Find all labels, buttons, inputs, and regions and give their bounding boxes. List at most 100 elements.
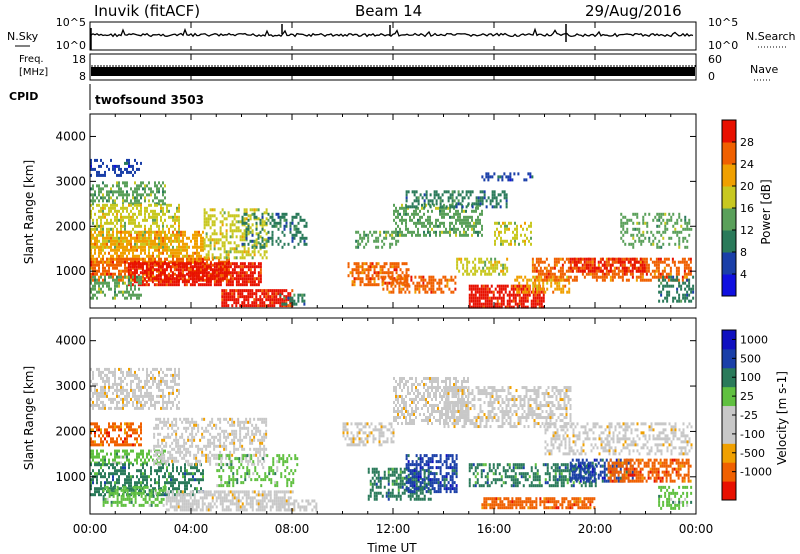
heatmap-cell — [140, 206, 142, 210]
heatmap-cell — [166, 248, 168, 252]
heatmap-cell — [597, 266, 600, 270]
heatmap-cell — [145, 280, 148, 284]
heatmap-cell — [138, 224, 140, 228]
heatmap-cell — [142, 248, 144, 252]
heatmap-cell — [168, 248, 170, 252]
heatmap-cell — [676, 275, 679, 279]
heatmap-cell — [120, 215, 122, 219]
heatmap-cell — [468, 302, 471, 306]
heatmap-cell — [112, 206, 114, 210]
heatmap-cell — [486, 302, 489, 306]
heatmap-cell — [491, 193, 494, 197]
heatmap-cell — [682, 296, 685, 300]
heatmap-cell — [90, 239, 92, 243]
heatmap-cell — [201, 271, 204, 275]
heatmap-cell — [391, 262, 394, 266]
heatmap-cell — [401, 218, 403, 222]
heatmap-cell — [410, 275, 413, 279]
heatmap-cell — [255, 223, 258, 227]
heatmap-cell — [92, 233, 94, 237]
heatmap-cell — [229, 241, 232, 245]
heatmap-cell — [245, 212, 248, 216]
heatmap-cell — [142, 181, 144, 185]
heatmap-cell — [408, 290, 411, 294]
heatmap-cell — [444, 275, 447, 279]
heatmap-cell — [504, 227, 506, 231]
heatmap-cell — [497, 202, 500, 206]
heatmap-cell — [285, 212, 288, 216]
heatmap-cell — [401, 283, 404, 287]
heatmap-cell — [500, 224, 502, 228]
heatmap-cell — [633, 263, 636, 267]
heatmap-cell — [159, 277, 162, 281]
heatmap-cell — [486, 284, 489, 288]
heatmap-cell — [559, 275, 562, 279]
heatmap-cell — [120, 391, 122, 395]
heatmap-cell — [265, 239, 268, 243]
heatmap-cell — [118, 376, 120, 380]
heatmap-cell — [495, 202, 498, 206]
heatmap-cell — [504, 230, 506, 234]
heatmap-cell — [504, 287, 507, 291]
heatmap-cell — [431, 221, 433, 225]
heatmap-cell — [459, 233, 461, 237]
heatmap-cell — [160, 206, 162, 210]
heatmap-cell — [424, 278, 427, 282]
heatmap-cell — [136, 161, 138, 165]
heatmap-cell — [249, 214, 252, 218]
heatmap-cell — [559, 278, 562, 282]
heatmap-cell — [110, 206, 112, 210]
heatmap-cell — [688, 218, 691, 222]
heatmap-cell — [130, 287, 132, 291]
heatmap-cell — [489, 199, 492, 203]
nave-tick-top: 60 — [708, 53, 722, 66]
heatmap-cell — [522, 227, 524, 231]
heatmap-cell — [235, 265, 238, 269]
heatmap-cell — [172, 373, 174, 377]
heatmap-cell — [104, 206, 106, 210]
heatmap-cell — [660, 221, 663, 225]
heatmap-cell — [231, 268, 234, 272]
heatmap-cell — [253, 277, 256, 281]
heatmap-cell — [253, 217, 256, 221]
heatmap-cell — [508, 221, 510, 225]
heatmap-cell — [403, 212, 405, 216]
heatmap-cell — [124, 224, 126, 228]
heatmap-cell — [435, 224, 437, 228]
heatmap-cell — [110, 242, 112, 246]
heatmap-cell — [637, 260, 640, 264]
heatmap-cell — [98, 239, 100, 243]
heatmap-cell — [140, 239, 142, 243]
heatmap-cell — [553, 260, 556, 264]
heatmap-cell — [498, 290, 501, 294]
heatmap-cell — [449, 227, 451, 231]
heatmap-cell — [476, 284, 479, 288]
heatmap-cell — [534, 299, 537, 303]
heatmap-cell — [98, 248, 100, 252]
y-tick-label: 2000 — [55, 219, 86, 233]
heatmap-cell — [152, 221, 154, 225]
heatmap-cell — [460, 260, 463, 264]
heatmap-cell — [219, 265, 222, 269]
heatmap-cell — [460, 257, 463, 261]
heatmap-cell — [92, 296, 94, 300]
heatmap-cell — [569, 257, 572, 261]
heatmap-cell — [689, 272, 692, 276]
heatmap-cell — [183, 283, 186, 287]
heatmap-cell — [146, 370, 148, 374]
heatmap-cell — [213, 262, 216, 266]
heatmap-cell — [251, 280, 254, 284]
heatmap-cell — [413, 199, 416, 203]
heatmap-cell — [225, 271, 228, 275]
heatmap-cell — [164, 202, 166, 206]
heatmap-cell — [211, 268, 214, 272]
heatmap-cell — [658, 245, 661, 249]
heatmap-cell — [457, 215, 459, 219]
heatmap-cell — [416, 284, 419, 288]
heatmap-cell — [475, 202, 478, 206]
heatmap-cell — [92, 167, 94, 171]
heatmap-cell — [251, 256, 254, 260]
heatmap-cell — [433, 230, 435, 234]
heatmap-cell — [225, 262, 228, 266]
heatmap-cell — [678, 299, 681, 303]
